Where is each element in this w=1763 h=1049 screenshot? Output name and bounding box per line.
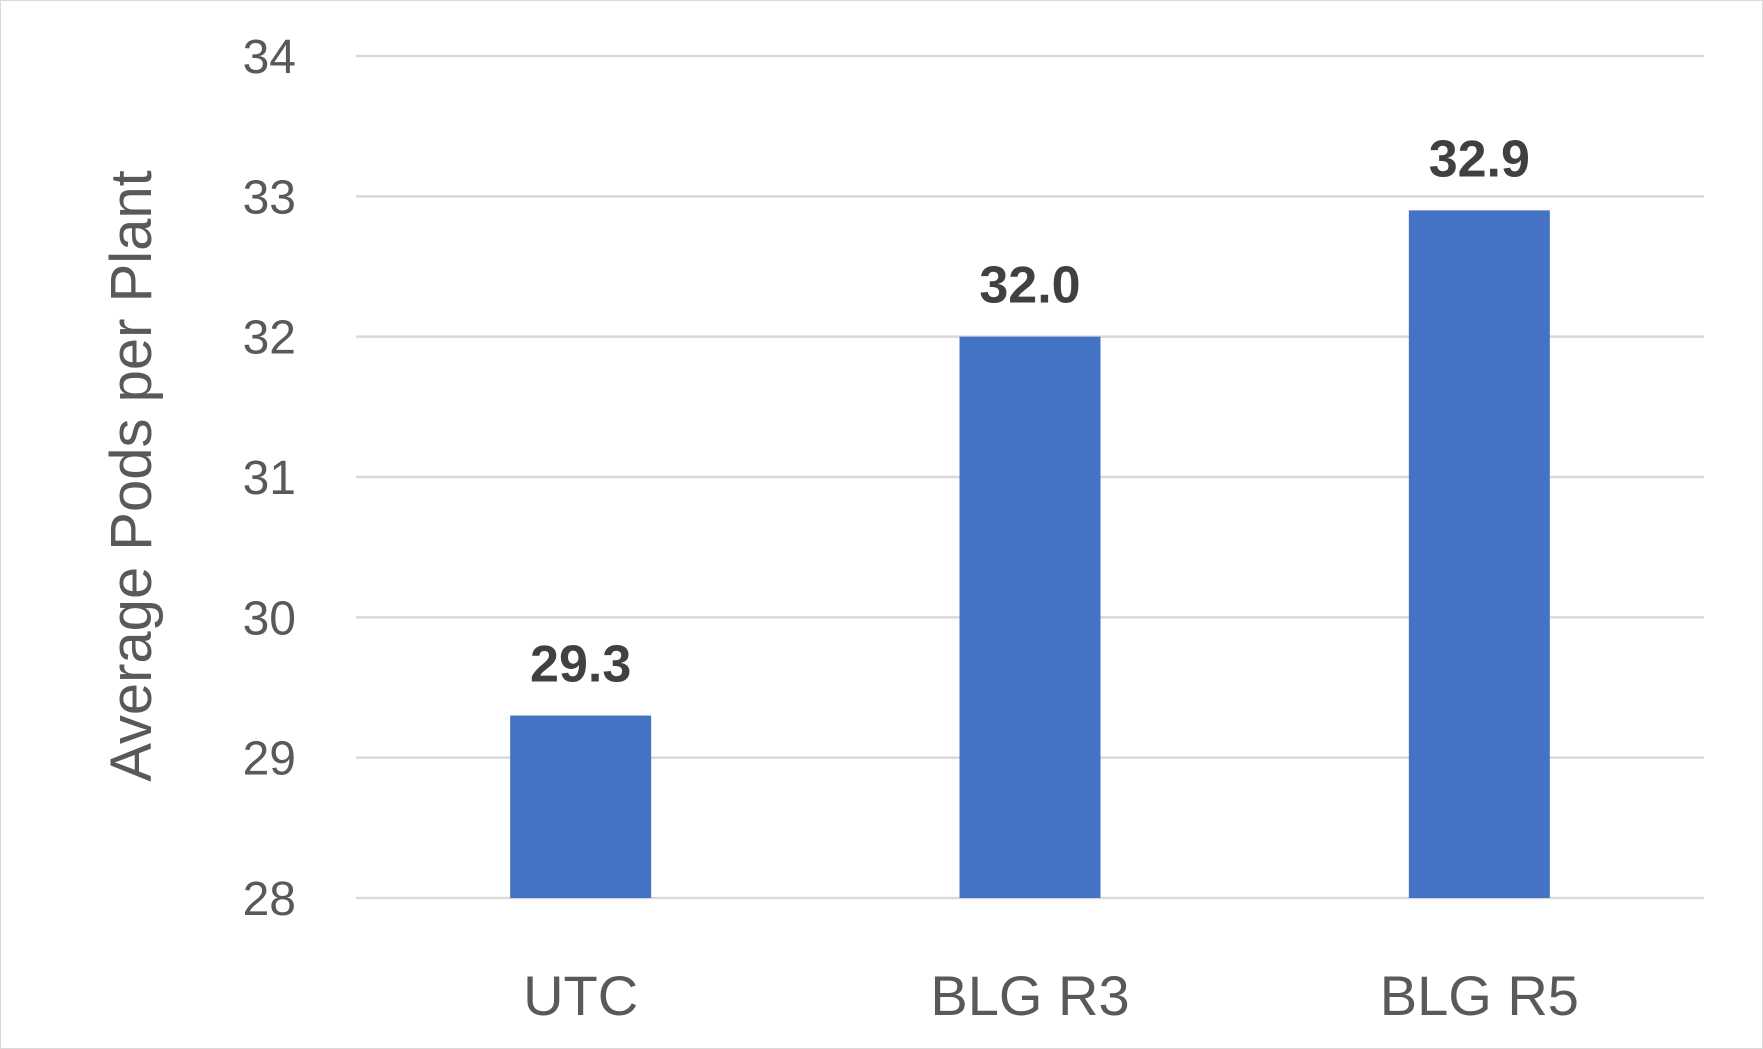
y-tick-label: 31 [243, 452, 296, 505]
x-category-label: BLG R3 [930, 964, 1129, 1027]
y-axis-title: Average Pods per Plant [99, 170, 164, 782]
x-category-label: UTC [523, 964, 638, 1027]
y-tick-label: 29 [243, 733, 296, 786]
bar-blg-r3 [959, 336, 1101, 899]
y-axis-ticks: 28 29 30 31 32 33 34 [243, 31, 296, 926]
data-label: 29.3 [530, 636, 631, 694]
data-label: 32.0 [979, 257, 1080, 315]
data-label: 32.9 [1429, 130, 1530, 188]
bar-blg-r5 [1408, 210, 1550, 898]
bar-utc [510, 715, 652, 898]
y-tick-label: 32 [243, 312, 296, 365]
x-category-label: BLG R5 [1380, 964, 1579, 1027]
y-tick-label: 33 [243, 171, 296, 224]
bars [510, 210, 1550, 899]
data-labels: 29.3 32.0 32.9 [530, 130, 1530, 693]
y-tick-label: 28 [243, 873, 296, 926]
y-tick-label: 34 [243, 31, 296, 84]
y-tick-label: 30 [243, 592, 296, 645]
x-axis-categories: UTC BLG R3 BLG R5 [523, 964, 1579, 1027]
